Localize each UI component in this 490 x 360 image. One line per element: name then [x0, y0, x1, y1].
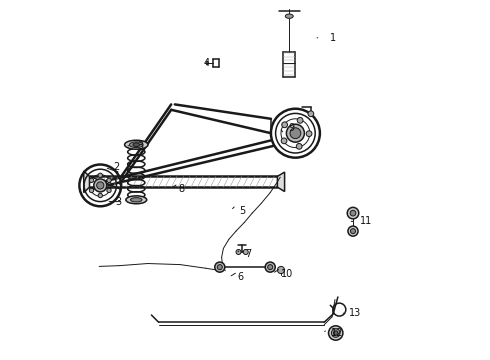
Circle shape — [89, 178, 94, 183]
Text: 7: 7 — [245, 249, 251, 259]
Circle shape — [290, 128, 301, 139]
Circle shape — [348, 226, 358, 236]
Circle shape — [215, 262, 225, 272]
Circle shape — [334, 331, 338, 335]
Circle shape — [98, 173, 102, 177]
Circle shape — [286, 124, 304, 142]
Polygon shape — [84, 171, 90, 193]
Text: 6: 6 — [238, 272, 244, 282]
Circle shape — [236, 249, 241, 255]
Ellipse shape — [133, 143, 140, 147]
Text: 11: 11 — [360, 216, 372, 226]
Text: 5: 5 — [240, 206, 246, 216]
Circle shape — [217, 265, 222, 270]
Circle shape — [328, 326, 343, 340]
Text: 9: 9 — [288, 123, 294, 133]
Text: 13: 13 — [349, 308, 362, 318]
Ellipse shape — [126, 196, 147, 204]
Text: 3: 3 — [116, 197, 122, 207]
Circle shape — [350, 229, 356, 234]
Text: 2: 2 — [114, 162, 120, 172]
Circle shape — [89, 188, 94, 193]
Circle shape — [277, 266, 285, 274]
Circle shape — [265, 262, 275, 272]
Text: 4: 4 — [204, 58, 210, 68]
Text: 1: 1 — [330, 33, 336, 43]
Circle shape — [308, 111, 314, 117]
Circle shape — [347, 207, 359, 219]
Ellipse shape — [130, 198, 142, 202]
Circle shape — [296, 144, 302, 149]
Circle shape — [297, 117, 303, 123]
Circle shape — [268, 265, 273, 270]
Circle shape — [281, 138, 287, 144]
Text: 12: 12 — [331, 328, 344, 338]
Ellipse shape — [129, 142, 143, 148]
Text: 10: 10 — [281, 269, 293, 279]
Circle shape — [97, 182, 104, 189]
Circle shape — [331, 329, 340, 337]
Text: 3: 3 — [137, 141, 143, 151]
Ellipse shape — [124, 140, 148, 149]
Circle shape — [243, 249, 248, 255]
Polygon shape — [277, 172, 285, 192]
Circle shape — [282, 122, 288, 128]
Circle shape — [94, 179, 107, 192]
Circle shape — [98, 193, 102, 198]
Circle shape — [306, 131, 312, 136]
Circle shape — [107, 178, 111, 183]
Ellipse shape — [285, 14, 293, 18]
Text: 8: 8 — [178, 184, 185, 194]
Circle shape — [107, 188, 111, 193]
Ellipse shape — [206, 61, 208, 65]
Circle shape — [350, 210, 356, 216]
